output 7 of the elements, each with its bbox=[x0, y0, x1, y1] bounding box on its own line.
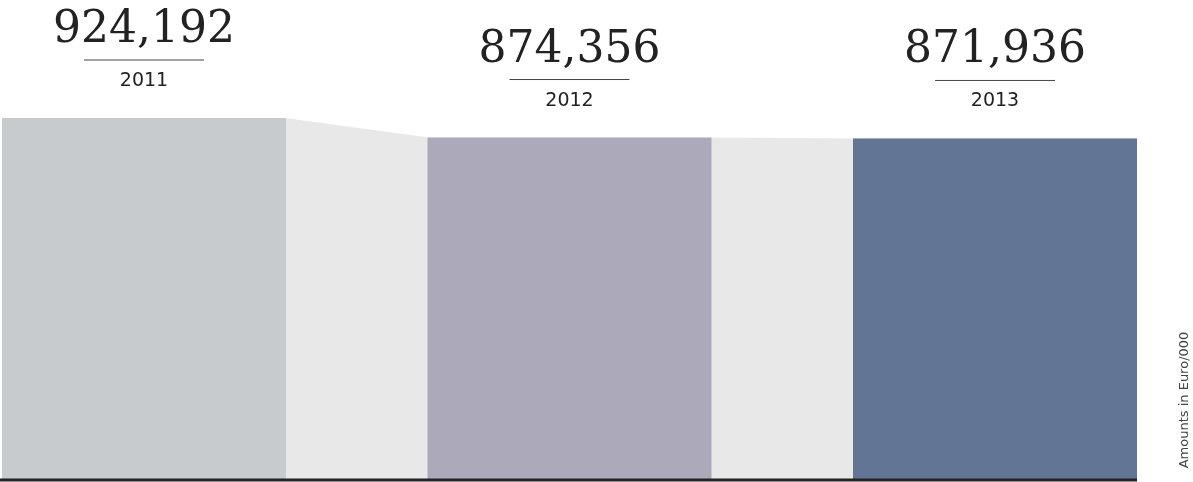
data-label: 874,356 bbox=[478, 20, 661, 72]
x-tick-label: 2012 bbox=[545, 87, 594, 110]
x-tick-label: 2013 bbox=[970, 88, 1020, 111]
x-tick-label: 2011 bbox=[119, 68, 169, 90]
data-label: 924,192 bbox=[53, 1, 235, 52]
data-label: 871,936 bbox=[904, 21, 1086, 73]
text: Amounts in Euro/000 bbox=[1176, 331, 1191, 469]
